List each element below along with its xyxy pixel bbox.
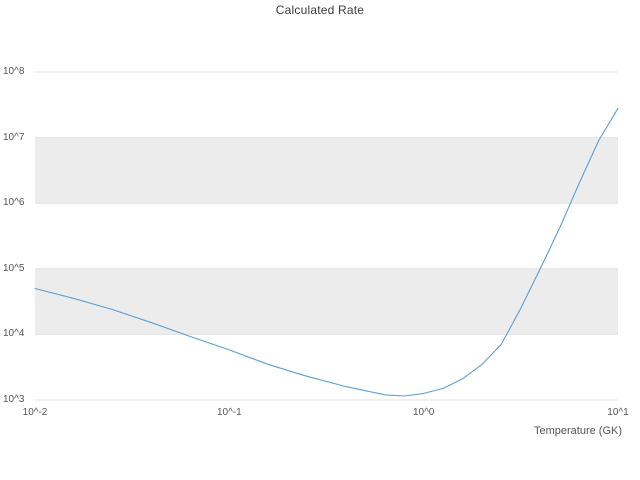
x-tick-label: 10^-2 (22, 407, 48, 418)
y-tick-label: 10^5 (3, 262, 25, 274)
x-tick-label: 10^1 (607, 407, 629, 418)
x-axis-label: Temperature (GK) (533, 425, 622, 437)
y-tick-label: 10^8 (3, 66, 25, 77)
rate-curve (34, 107, 619, 397)
chart-title: Calculated Rate (275, 3, 365, 17)
x-tick-label: 10^0 (412, 407, 435, 418)
y-tick-label: 10^7 (3, 131, 25, 143)
y-tick-label: 10^4 (3, 328, 25, 340)
y-tick-label: 10^3 (3, 394, 25, 405)
y-tick-label: 10^6 (3, 197, 25, 209)
x-tick-label: 10^-1 (216, 407, 242, 418)
background-band (35, 268, 618, 335)
background-band (35, 137, 618, 204)
